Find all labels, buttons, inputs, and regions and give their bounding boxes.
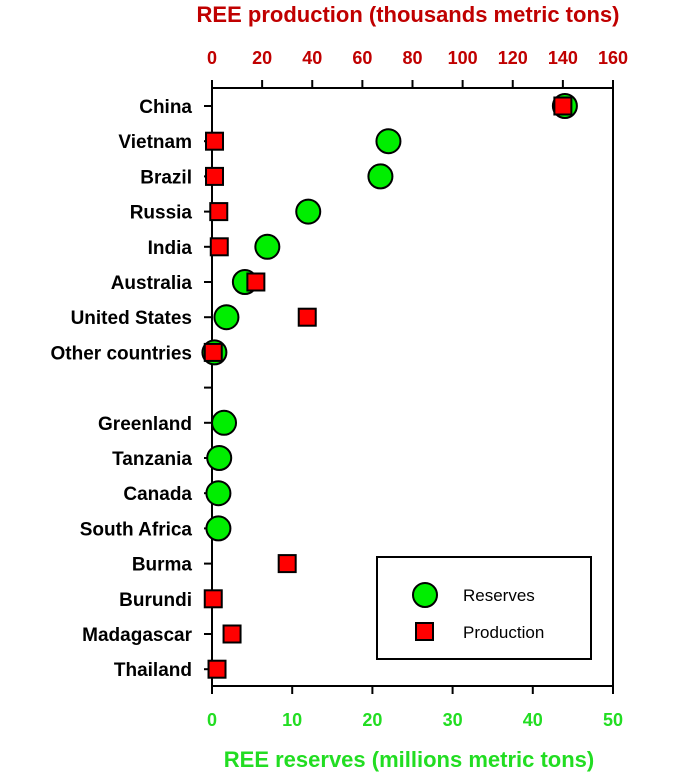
production-point bbox=[222, 624, 242, 644]
legend-production-label: Production bbox=[463, 623, 544, 642]
category-labels: China Vietnam Brazil Russia India Australia Un… bbox=[51, 97, 193, 681]
category-label: Canada bbox=[123, 484, 192, 505]
category-label: India bbox=[148, 238, 193, 259]
category-ticks bbox=[204, 105, 212, 671]
production-point bbox=[205, 166, 225, 186]
top-axis-title: REE production (thousands metric tons) bbox=[197, 2, 620, 27]
reserves-point bbox=[205, 480, 232, 507]
reserves-point bbox=[375, 128, 402, 155]
top-tick-label: 0 bbox=[207, 48, 217, 68]
reserves-point bbox=[206, 445, 233, 471]
top-tick-label: 60 bbox=[352, 48, 372, 68]
top-tick-label: 40 bbox=[302, 48, 322, 68]
legend-reserves-label: Reserves bbox=[463, 586, 535, 605]
category-label: Greenland bbox=[98, 414, 192, 435]
production-point bbox=[246, 272, 266, 292]
reserves-point bbox=[211, 409, 238, 436]
legend-production-marker bbox=[415, 622, 434, 641]
reserves-point bbox=[254, 233, 281, 260]
top-tick-label: 100 bbox=[448, 48, 478, 68]
bottom-tick-label: 20 bbox=[362, 710, 382, 730]
category-label: Vietnam bbox=[118, 132, 192, 153]
production-point bbox=[209, 237, 229, 257]
category-label: Other countries bbox=[51, 343, 192, 364]
legend: Reserves Production bbox=[376, 556, 592, 660]
production-point bbox=[297, 307, 317, 327]
legend-box bbox=[376, 556, 592, 660]
category-label: Tanzania bbox=[112, 449, 192, 470]
category-label: Australia bbox=[111, 273, 193, 294]
category-label: China bbox=[139, 97, 192, 118]
category-label: Burma bbox=[132, 555, 193, 576]
reserves-point bbox=[205, 515, 232, 542]
production-point bbox=[207, 659, 227, 679]
top-tick-label: 140 bbox=[548, 48, 578, 68]
category-label: Russia bbox=[130, 203, 193, 224]
bottom-axis-ticks: 0 10 20 30 40 50 bbox=[207, 686, 623, 730]
production-point bbox=[553, 96, 573, 116]
legend-reserves-marker bbox=[412, 582, 438, 608]
category-label: United States bbox=[71, 308, 192, 329]
top-tick-label: 120 bbox=[498, 48, 528, 68]
bottom-tick-label: 40 bbox=[523, 710, 543, 730]
production-series bbox=[203, 96, 573, 679]
category-label: Madagascar bbox=[82, 625, 192, 646]
bottom-tick-label: 0 bbox=[207, 710, 217, 730]
production-point bbox=[203, 589, 223, 609]
reserves-point bbox=[213, 304, 240, 331]
reserves-point bbox=[295, 198, 322, 225]
bottom-axis-title: REE reserves (millions metric tons) bbox=[224, 747, 594, 772]
production-point bbox=[277, 554, 297, 574]
category-label: Brazil bbox=[140, 167, 192, 188]
production-point bbox=[209, 202, 229, 222]
top-tick-label: 20 bbox=[252, 48, 272, 68]
reserves-point bbox=[367, 163, 394, 190]
production-point bbox=[205, 131, 225, 151]
category-label: South Africa bbox=[80, 519, 193, 540]
reserves-series bbox=[201, 93, 578, 542]
bottom-tick-label: 10 bbox=[282, 710, 302, 730]
bottom-tick-label: 30 bbox=[443, 710, 463, 730]
production-point bbox=[203, 342, 223, 362]
top-tick-label: 80 bbox=[402, 48, 422, 68]
category-label: Burundi bbox=[119, 590, 192, 611]
top-axis-ticks: 0 20 40 60 80 100 120 140 160 bbox=[207, 48, 628, 88]
top-tick-label: 160 bbox=[598, 48, 628, 68]
category-label: Thailand bbox=[114, 660, 192, 681]
bottom-tick-label: 50 bbox=[603, 710, 623, 730]
